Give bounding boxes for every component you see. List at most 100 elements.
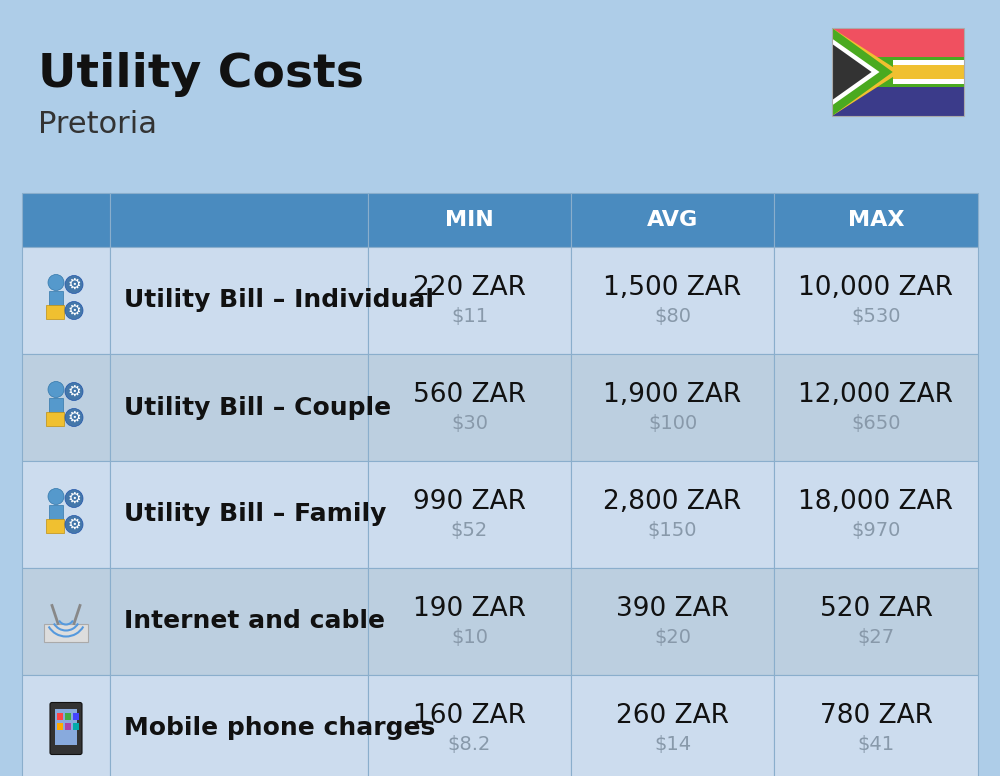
Polygon shape bbox=[832, 28, 893, 116]
Text: MIN: MIN bbox=[445, 210, 494, 230]
Bar bbox=[571, 461, 774, 568]
Bar bbox=[22, 354, 110, 461]
Bar bbox=[110, 354, 368, 461]
Bar bbox=[571, 354, 774, 461]
Bar bbox=[110, 247, 368, 354]
Text: $150: $150 bbox=[648, 521, 697, 540]
Text: Utility Bill – Family: Utility Bill – Family bbox=[124, 503, 386, 526]
Polygon shape bbox=[832, 43, 872, 100]
Text: $10: $10 bbox=[451, 628, 488, 647]
Bar bbox=[774, 675, 978, 776]
Bar bbox=[44, 623, 88, 642]
Bar bbox=[22, 568, 110, 675]
Text: MAX: MAX bbox=[848, 210, 904, 230]
Text: ⚙: ⚙ bbox=[67, 410, 81, 425]
Text: 10,000 ZAR: 10,000 ZAR bbox=[798, 275, 954, 300]
Bar bbox=[571, 675, 774, 776]
Bar bbox=[57, 722, 63, 729]
Bar bbox=[571, 568, 774, 675]
Circle shape bbox=[65, 275, 83, 293]
Text: $27: $27 bbox=[857, 628, 895, 647]
Bar bbox=[55, 708, 77, 744]
Text: $41: $41 bbox=[857, 735, 895, 754]
Text: 160 ZAR: 160 ZAR bbox=[413, 702, 526, 729]
Circle shape bbox=[65, 302, 83, 320]
Text: Utility Bill – Couple: Utility Bill – Couple bbox=[124, 396, 391, 420]
Bar bbox=[832, 28, 964, 57]
Bar bbox=[368, 193, 571, 247]
Bar bbox=[22, 675, 110, 776]
Bar bbox=[832, 28, 964, 116]
Text: 990 ZAR: 990 ZAR bbox=[413, 489, 526, 514]
Text: $650: $650 bbox=[851, 414, 901, 433]
Text: Mobile phone charges: Mobile phone charges bbox=[124, 716, 435, 740]
Text: 1,500 ZAR: 1,500 ZAR bbox=[603, 275, 742, 300]
Bar bbox=[73, 722, 79, 729]
Bar bbox=[832, 87, 964, 116]
Bar bbox=[774, 193, 978, 247]
Bar bbox=[368, 675, 571, 776]
Text: 190 ZAR: 190 ZAR bbox=[413, 596, 526, 622]
Bar bbox=[571, 193, 774, 247]
Bar bbox=[110, 568, 368, 675]
Polygon shape bbox=[832, 28, 901, 116]
Circle shape bbox=[48, 382, 64, 397]
Bar bbox=[368, 354, 571, 461]
Text: $970: $970 bbox=[851, 521, 901, 540]
Bar bbox=[49, 290, 63, 307]
Text: Pretoria: Pretoria bbox=[38, 110, 157, 139]
Bar bbox=[832, 57, 964, 87]
Text: 2,800 ZAR: 2,800 ZAR bbox=[603, 489, 742, 514]
Bar bbox=[774, 247, 978, 354]
Circle shape bbox=[48, 489, 64, 504]
Bar bbox=[110, 193, 368, 247]
Circle shape bbox=[65, 383, 83, 400]
Text: ⚙: ⚙ bbox=[67, 517, 81, 532]
Bar bbox=[46, 304, 64, 318]
Bar bbox=[368, 568, 571, 675]
Text: $8.2: $8.2 bbox=[448, 735, 491, 754]
Bar bbox=[774, 568, 978, 675]
Text: $530: $530 bbox=[851, 307, 901, 326]
Text: 220 ZAR: 220 ZAR bbox=[413, 275, 526, 300]
Bar bbox=[774, 354, 978, 461]
Text: ⚙: ⚙ bbox=[67, 303, 81, 318]
Text: 560 ZAR: 560 ZAR bbox=[413, 382, 526, 407]
Text: ⚙: ⚙ bbox=[67, 384, 81, 399]
Bar bbox=[368, 461, 571, 568]
Text: 1,900 ZAR: 1,900 ZAR bbox=[603, 382, 742, 407]
Bar bbox=[22, 193, 110, 247]
Bar bbox=[49, 397, 63, 414]
Circle shape bbox=[65, 408, 83, 427]
Text: Utility Bill – Individual: Utility Bill – Individual bbox=[124, 289, 434, 313]
Text: $20: $20 bbox=[654, 628, 691, 647]
Bar bbox=[22, 247, 110, 354]
Bar bbox=[49, 504, 63, 521]
Circle shape bbox=[65, 515, 83, 534]
Bar bbox=[368, 247, 571, 354]
Text: ⚙: ⚙ bbox=[67, 277, 81, 292]
Text: $80: $80 bbox=[654, 307, 691, 326]
Bar bbox=[110, 675, 368, 776]
Bar bbox=[57, 712, 63, 719]
Bar bbox=[22, 461, 110, 568]
Text: $100: $100 bbox=[648, 414, 697, 433]
Circle shape bbox=[65, 490, 83, 508]
Bar bbox=[571, 247, 774, 354]
Bar bbox=[893, 64, 964, 79]
Text: 390 ZAR: 390 ZAR bbox=[616, 596, 729, 622]
Bar bbox=[774, 461, 978, 568]
Text: 12,000 ZAR: 12,000 ZAR bbox=[798, 382, 954, 407]
Text: $11: $11 bbox=[451, 307, 488, 326]
Bar bbox=[65, 722, 71, 729]
Text: $52: $52 bbox=[451, 521, 488, 540]
Text: AVG: AVG bbox=[647, 210, 698, 230]
Text: $30: $30 bbox=[451, 414, 488, 433]
Text: $14: $14 bbox=[654, 735, 691, 754]
FancyBboxPatch shape bbox=[50, 702, 82, 754]
Circle shape bbox=[48, 275, 64, 290]
Bar bbox=[46, 518, 64, 532]
Text: Internet and cable: Internet and cable bbox=[124, 609, 385, 633]
Text: ⚙: ⚙ bbox=[67, 491, 81, 506]
Bar bbox=[73, 712, 79, 719]
